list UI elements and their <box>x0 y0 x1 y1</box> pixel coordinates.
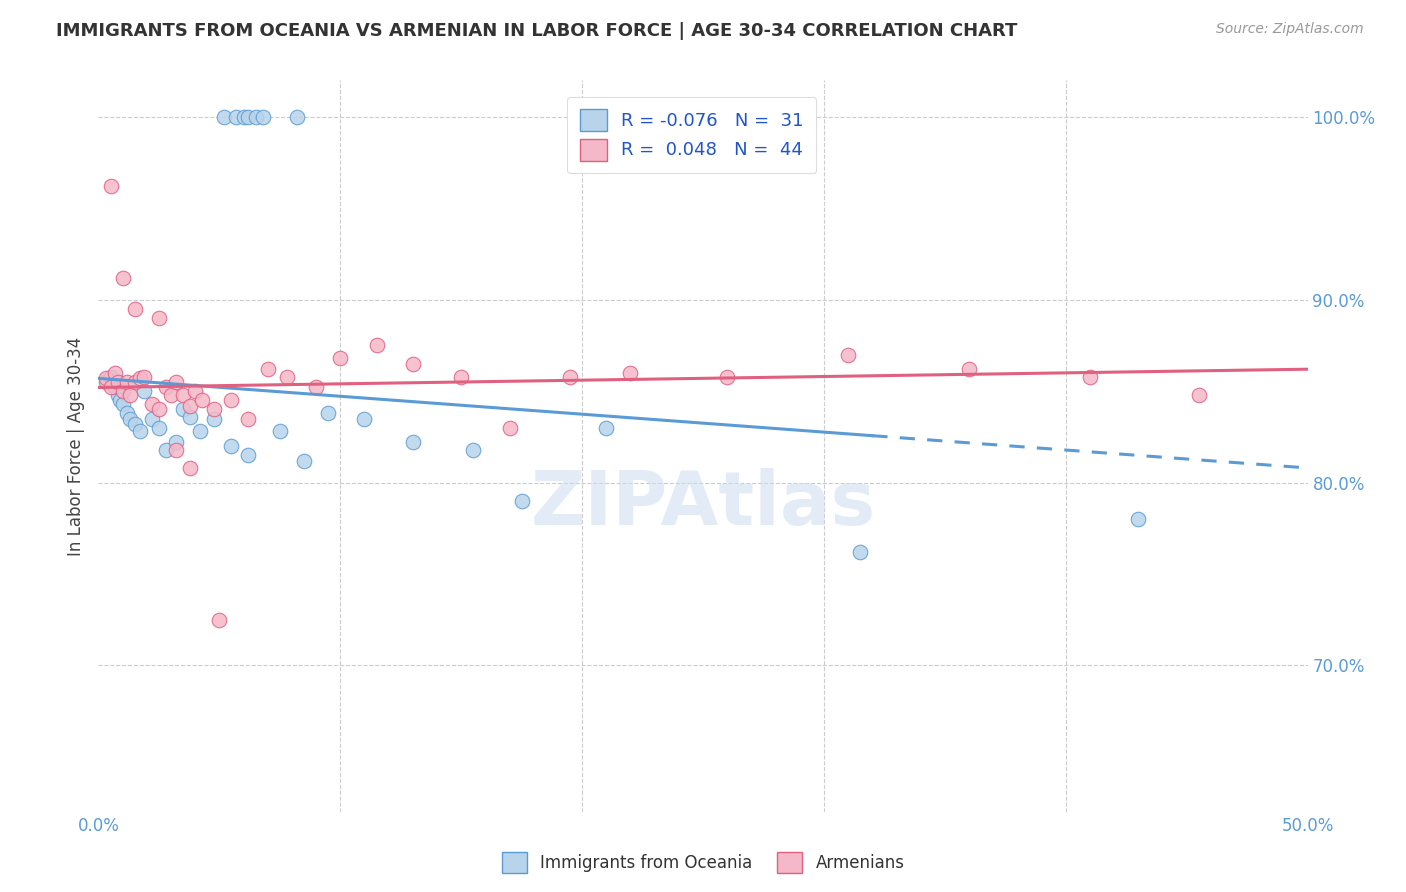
Point <box>595 421 617 435</box>
Point <box>204 411 226 425</box>
Point <box>155 380 177 394</box>
Point <box>191 393 214 408</box>
Legend: R = -0.076   N =  31, R =  0.048   N =  44: R = -0.076 N = 31, R = 0.048 N = 44 <box>567 96 817 173</box>
Point <box>111 397 134 411</box>
Point <box>118 411 141 425</box>
Point <box>238 110 260 124</box>
Point <box>124 417 146 431</box>
Point <box>179 409 201 424</box>
Point <box>837 348 859 362</box>
Point <box>165 435 187 450</box>
Point <box>849 545 872 559</box>
Point <box>463 442 485 457</box>
Point <box>510 493 533 508</box>
Point <box>160 388 183 402</box>
Point <box>179 399 201 413</box>
Point <box>269 425 291 439</box>
Point <box>212 110 235 124</box>
Point <box>148 421 170 435</box>
Point <box>111 384 134 399</box>
Text: ZIPAtlas: ZIPAtlas <box>530 468 876 541</box>
Point <box>108 393 131 408</box>
Point <box>172 388 194 402</box>
Point <box>104 366 127 380</box>
Point <box>276 369 298 384</box>
Point <box>225 110 247 124</box>
Point <box>1078 369 1101 384</box>
Point <box>232 110 254 124</box>
Point <box>104 380 127 394</box>
Point <box>124 375 146 389</box>
Point <box>619 366 641 380</box>
Point <box>238 448 260 462</box>
Point <box>366 338 388 352</box>
Point <box>100 380 122 394</box>
Point <box>124 301 146 316</box>
Point <box>957 362 980 376</box>
Point <box>165 375 187 389</box>
Point <box>252 110 274 124</box>
Point <box>117 375 139 389</box>
Text: Source: ZipAtlas.com: Source: ZipAtlas.com <box>1216 22 1364 37</box>
Point <box>353 411 375 425</box>
Point <box>128 425 150 439</box>
Point <box>179 461 201 475</box>
Point <box>1128 512 1150 526</box>
Point <box>172 402 194 417</box>
Point <box>245 110 267 124</box>
Point <box>305 380 328 394</box>
Point <box>141 397 163 411</box>
Point <box>558 369 581 384</box>
Point <box>238 411 260 425</box>
Point <box>111 270 134 285</box>
Point <box>716 369 738 384</box>
Point <box>118 388 141 402</box>
Point <box>256 362 278 376</box>
Point <box>292 453 315 467</box>
Point <box>208 613 231 627</box>
Point <box>100 179 122 194</box>
Point <box>165 442 187 457</box>
Legend: Immigrants from Oceania, Armenians: Immigrants from Oceania, Armenians <box>495 846 911 880</box>
Point <box>285 110 308 124</box>
Point <box>402 435 425 450</box>
Point <box>128 371 150 385</box>
Point <box>117 406 139 420</box>
Point <box>100 369 122 384</box>
Point <box>94 371 117 385</box>
Point <box>107 375 129 389</box>
Point <box>221 393 243 408</box>
Point <box>184 384 207 399</box>
Point <box>316 406 339 420</box>
Point <box>188 425 211 439</box>
Y-axis label: In Labor Force | Age 30-34: In Labor Force | Age 30-34 <box>66 336 84 556</box>
Point <box>148 402 170 417</box>
Point <box>134 384 156 399</box>
Text: IMMIGRANTS FROM OCEANIA VS ARMENIAN IN LABOR FORCE | AGE 30-34 CORRELATION CHART: IMMIGRANTS FROM OCEANIA VS ARMENIAN IN L… <box>56 22 1018 40</box>
Point <box>204 402 226 417</box>
Point <box>221 439 243 453</box>
Point <box>141 411 163 425</box>
Point <box>107 388 129 402</box>
Point <box>148 311 170 326</box>
Point <box>498 421 520 435</box>
Point <box>402 357 425 371</box>
Point <box>134 369 156 384</box>
Point <box>94 375 117 389</box>
Point <box>450 369 472 384</box>
Point <box>329 351 352 366</box>
Point <box>1188 388 1211 402</box>
Point <box>155 442 177 457</box>
